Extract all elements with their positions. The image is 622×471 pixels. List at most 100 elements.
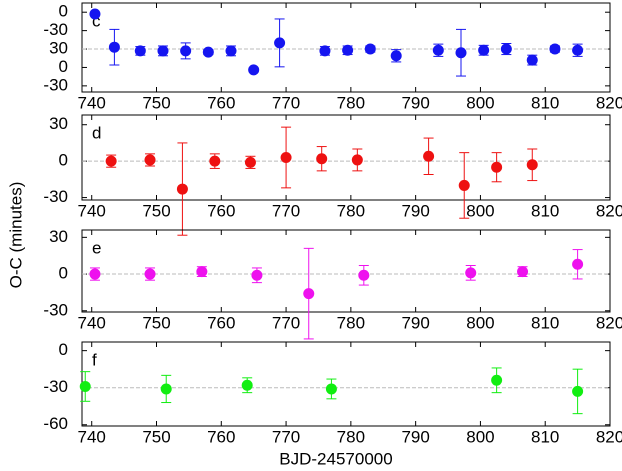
x-tick-label: 820 bbox=[596, 93, 622, 112]
y-tick-label: -30 bbox=[43, 187, 68, 206]
point bbox=[364, 43, 376, 55]
panel-label: e bbox=[92, 238, 101, 257]
x-tick-label: 820 bbox=[596, 313, 622, 332]
panel-label: f bbox=[92, 350, 97, 369]
x-tick-label: 740 bbox=[78, 201, 106, 220]
x-tick-label: 810 bbox=[531, 313, 559, 332]
x-tick-label: 770 bbox=[272, 427, 300, 446]
x-tick-label: 800 bbox=[466, 313, 494, 332]
y-tick-label: 0 bbox=[59, 340, 68, 359]
point bbox=[274, 37, 286, 49]
x-tick-label: 770 bbox=[272, 313, 300, 332]
point bbox=[241, 379, 253, 391]
y-tick-label: -30 bbox=[43, 377, 68, 396]
point bbox=[358, 269, 370, 281]
x-tick-label: 810 bbox=[531, 93, 559, 112]
panel-label: d bbox=[92, 123, 101, 142]
y-tick-label: 0 bbox=[59, 2, 68, 21]
x-tick-label: 760 bbox=[207, 93, 235, 112]
point bbox=[244, 156, 256, 168]
point bbox=[549, 43, 561, 55]
point bbox=[572, 385, 584, 397]
plot-frame bbox=[81, 114, 611, 201]
point bbox=[202, 46, 214, 58]
x-tick-label: 780 bbox=[337, 427, 365, 446]
y-tick-label: -30 bbox=[43, 75, 68, 94]
x-tick-label: 780 bbox=[337, 93, 365, 112]
point bbox=[351, 154, 363, 166]
y-axis-label: O-C (minutes) bbox=[6, 182, 25, 289]
point bbox=[196, 266, 208, 278]
point bbox=[316, 153, 328, 165]
point bbox=[251, 269, 263, 281]
x-tick-label: 760 bbox=[207, 201, 235, 220]
point bbox=[319, 45, 331, 57]
point bbox=[390, 50, 402, 62]
x-tick-label: 740 bbox=[78, 93, 106, 112]
x-tick-label: 800 bbox=[466, 93, 494, 112]
y-tick-label: 0 bbox=[59, 264, 68, 283]
point bbox=[144, 154, 156, 166]
x-tick-label: 810 bbox=[531, 427, 559, 446]
x-tick-label: 750 bbox=[142, 313, 170, 332]
point bbox=[455, 47, 467, 59]
x-tick-label: 820 bbox=[596, 427, 622, 446]
point bbox=[79, 380, 91, 392]
point bbox=[458, 179, 470, 191]
point bbox=[176, 183, 188, 195]
point bbox=[209, 155, 221, 167]
point bbox=[517, 266, 529, 278]
plot-frame bbox=[81, 229, 611, 313]
point bbox=[134, 45, 146, 57]
point bbox=[491, 374, 503, 386]
point bbox=[89, 268, 101, 280]
x-tick-label: 780 bbox=[337, 201, 365, 220]
y-tick-label: -30 bbox=[43, 300, 68, 319]
point bbox=[342, 44, 354, 56]
point bbox=[280, 152, 292, 163]
x-tick-label: 790 bbox=[401, 313, 429, 332]
point bbox=[478, 44, 490, 56]
point bbox=[432, 44, 444, 56]
x-tick-label: 810 bbox=[531, 201, 559, 220]
point bbox=[572, 44, 584, 56]
plot-frame bbox=[81, 341, 611, 427]
x-tick-label: 740 bbox=[78, 427, 106, 446]
point bbox=[465, 267, 477, 279]
point bbox=[572, 258, 584, 270]
x-tick-label: 780 bbox=[337, 313, 365, 332]
x-tick-label: 800 bbox=[466, 427, 494, 446]
point bbox=[157, 45, 169, 57]
point bbox=[500, 43, 512, 55]
point bbox=[303, 288, 315, 300]
panel-label: c bbox=[92, 11, 101, 30]
point bbox=[248, 64, 260, 76]
point bbox=[108, 41, 120, 53]
x-tick-label: 790 bbox=[401, 427, 429, 446]
y-tick-label: -60 bbox=[43, 414, 68, 433]
x-tick-label: 760 bbox=[207, 313, 235, 332]
y-tick-label: 30 bbox=[49, 39, 68, 58]
x-axis-label: BJD-24570000 bbox=[279, 449, 392, 468]
point bbox=[89, 8, 101, 20]
point bbox=[225, 45, 237, 57]
y-tick-label: 0 bbox=[59, 57, 68, 76]
point bbox=[105, 155, 117, 167]
y-tick-label: -30 bbox=[43, 20, 68, 39]
point bbox=[160, 383, 172, 395]
x-tick-label: 790 bbox=[401, 93, 429, 112]
x-tick-label: 800 bbox=[466, 201, 494, 220]
point bbox=[491, 161, 503, 173]
y-tick-label: 30 bbox=[49, 227, 68, 246]
x-tick-label: 790 bbox=[401, 201, 429, 220]
point bbox=[180, 45, 192, 57]
point bbox=[423, 150, 435, 162]
y-tick-label: 30 bbox=[49, 114, 68, 133]
x-tick-label: 750 bbox=[142, 93, 170, 112]
point bbox=[325, 383, 337, 395]
x-tick-label: 750 bbox=[142, 427, 170, 446]
point bbox=[526, 159, 538, 171]
plot-frame bbox=[81, 2, 611, 93]
point bbox=[144, 268, 156, 280]
